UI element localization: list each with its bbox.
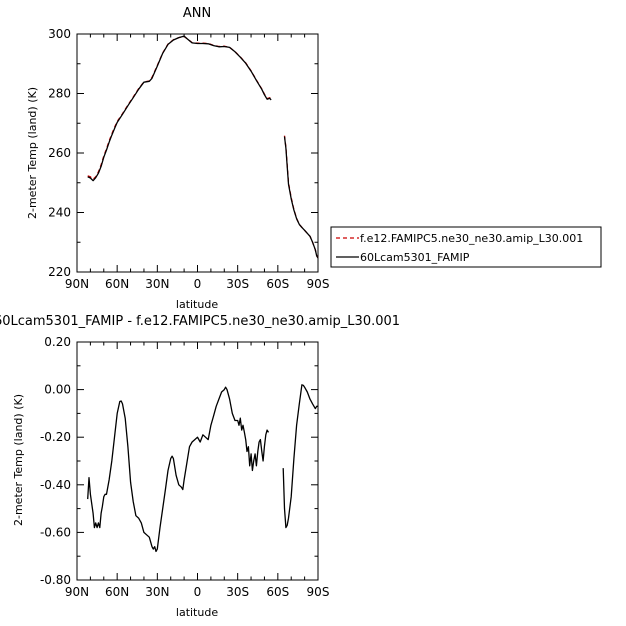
x-tick-label: 60N [105, 277, 129, 291]
y-tick-label: -0.60 [40, 525, 71, 539]
chart-panel-temperature: ANN latitude 2-meter Temp (land) (K) 90N… [26, 6, 329, 311]
x-tick-label: 60S [266, 277, 289, 291]
x-tick-label: 0 [194, 277, 202, 291]
y-tick-label: 260 [48, 146, 71, 160]
y-tick-label: 220 [48, 265, 71, 279]
x-tick-label: 30N [145, 585, 169, 599]
series-line-1 [87, 35, 272, 180]
x-tick-label: 90N [65, 585, 89, 599]
y-tick-label: 240 [48, 206, 71, 220]
chart-title: 60Lcam5301_FAMIP - f.e12.FAMIPC5.ne30_ne… [0, 314, 400, 329]
y-tick-label: -0.80 [40, 573, 71, 587]
series-line-1 [87, 386, 270, 553]
x-tick-label: 30N [145, 277, 169, 291]
plot-frame [76, 341, 319, 581]
x-tick-label: 60S [266, 585, 289, 599]
plot-frame [76, 33, 319, 273]
chart-title: ANN [183, 6, 211, 21]
y-axis-label: 2-meter Temp (land) (K) [26, 87, 39, 219]
x-tick-label: 60N [105, 585, 129, 599]
legend-label-series-2: 60Lcam5301_FAMIP [360, 251, 470, 264]
x-axis-label: latitude [176, 298, 218, 311]
y-axis-label: 2-meter Temp (land) (K) [12, 394, 25, 526]
y-tick-label: 0.00 [44, 383, 71, 397]
chart-panel-difference: 60Lcam5301_FAMIP - f.e12.FAMIPC5.ne30_ne… [0, 314, 400, 619]
x-tick-label: 90N [65, 277, 89, 291]
legend-label-series-1: f.e12.FAMIPC5.ne30_ne30.amip_L30.001 [360, 232, 583, 245]
x-tick-label: 90S [307, 277, 330, 291]
x-tick-label: 90S [307, 585, 330, 599]
series-line-2 [283, 136, 319, 259]
series-line-2 [87, 35, 272, 182]
series-line-1 [282, 384, 318, 529]
x-tick-label: 0 [194, 585, 202, 599]
series-line-1 [283, 135, 319, 259]
y-tick-label: -0.20 [40, 430, 71, 444]
x-tick-label: 30S [226, 585, 249, 599]
chart-legend: f.e12.FAMIPC5.ne30_ne30.amip_L30.001 60L… [330, 226, 602, 268]
x-axis-label: latitude [176, 606, 218, 619]
legend-box [330, 226, 602, 268]
y-tick-label: 280 [48, 87, 71, 101]
y-tick-label: -0.40 [40, 478, 71, 492]
y-tick-label: 300 [48, 27, 71, 41]
x-tick-label: 30S [226, 277, 249, 291]
y-tick-label: 0.20 [44, 335, 71, 349]
